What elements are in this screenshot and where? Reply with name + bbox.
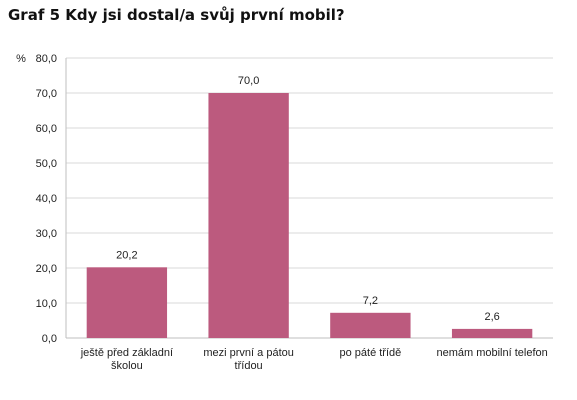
y-tick-label: 80,0 (36, 53, 57, 65)
y-axis-unit: % (16, 53, 26, 65)
data-label: 70,0 (238, 75, 259, 87)
y-tick-label: 10,0 (36, 298, 57, 310)
x-category-label: mezi první a pátou (203, 347, 294, 359)
x-category-label: školou (111, 360, 143, 372)
x-category-label: nemám mobilní telefon (436, 347, 547, 359)
bar (451, 328, 533, 338)
y-tick-label: 70,0 (36, 88, 57, 100)
labels: 0,0 10,0 20,0 30,0 40,0 50,0 60,0 70,0 80,0% 20,2… (16, 53, 548, 372)
bars (86, 93, 533, 338)
gridlines (66, 57, 553, 304)
y-tick-label: 60,0 (36, 123, 57, 135)
bar (86, 267, 168, 338)
data-label: 2,6 (484, 311, 499, 323)
y-tick-label: 50,0 (36, 158, 57, 170)
data-label: 7,2 (363, 295, 378, 307)
y-tick-label: 20,0 (36, 263, 57, 275)
chart-title: Graf 5 Kdy jsi dostal/a svůj první mobil… (8, 6, 345, 24)
bar (208, 93, 289, 338)
x-category-label: ještě před základní (80, 347, 173, 359)
y-tick-label: 40,0 (36, 193, 57, 205)
bar (330, 312, 411, 338)
y-tick-label: 0,0 (42, 333, 57, 345)
x-category-label: po páté třídě (339, 347, 401, 359)
data-label: 20,2 (116, 249, 137, 261)
x-category-label: třídou (235, 360, 263, 372)
y-tick-label: 30,0 (36, 228, 57, 240)
